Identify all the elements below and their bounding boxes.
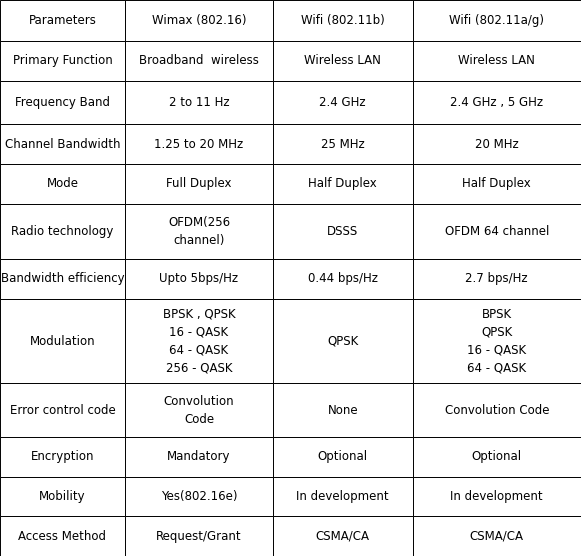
Bar — [125, 259, 273, 299]
Text: Mobility: Mobility — [39, 490, 86, 503]
Bar — [273, 259, 413, 299]
Bar — [125, 41, 273, 81]
Text: Yes(802.16e): Yes(802.16e) — [161, 490, 237, 503]
Bar — [125, 81, 273, 125]
Bar — [273, 476, 413, 517]
Bar — [413, 383, 581, 437]
Text: 25 MHz: 25 MHz — [321, 137, 365, 151]
Bar — [0, 203, 125, 259]
Text: 20 MHz: 20 MHz — [475, 137, 519, 151]
Text: Encryption: Encryption — [31, 450, 94, 463]
Text: DSSS: DSSS — [327, 225, 358, 238]
Text: Optional: Optional — [318, 450, 368, 463]
Text: Primary Function: Primary Function — [13, 54, 112, 67]
Text: Half Duplex: Half Duplex — [462, 177, 531, 190]
Bar — [125, 0, 273, 41]
Bar — [125, 299, 273, 383]
Text: None: None — [328, 404, 358, 416]
Text: Wimax (802.16): Wimax (802.16) — [152, 14, 246, 27]
Bar — [0, 437, 125, 476]
Text: Error control code: Error control code — [9, 404, 116, 416]
Bar — [0, 164, 125, 203]
Bar — [413, 0, 581, 41]
Bar — [413, 437, 581, 476]
Text: Channel Bandwidth: Channel Bandwidth — [5, 137, 120, 151]
Text: CSMA/CA: CSMA/CA — [316, 530, 370, 543]
Text: 2 to 11 Hz: 2 to 11 Hz — [168, 96, 229, 109]
Bar — [125, 476, 273, 517]
Bar — [0, 476, 125, 517]
Bar — [413, 41, 581, 81]
Bar — [0, 125, 125, 164]
Bar — [0, 0, 125, 41]
Bar — [413, 299, 581, 383]
Bar — [0, 517, 125, 556]
Bar — [0, 259, 125, 299]
Bar — [413, 259, 581, 299]
Text: Convolution Code: Convolution Code — [444, 404, 549, 416]
Text: Access Method: Access Method — [19, 530, 106, 543]
Bar — [413, 476, 581, 517]
Bar — [125, 517, 273, 556]
Bar — [125, 383, 273, 437]
Text: 2.7 bps/Hz: 2.7 bps/Hz — [465, 272, 528, 285]
Text: QPSK: QPSK — [327, 335, 358, 348]
Bar — [0, 383, 125, 437]
Bar — [413, 164, 581, 203]
Text: Broadband  wireless: Broadband wireless — [139, 54, 259, 67]
Text: Full Duplex: Full Duplex — [166, 177, 232, 190]
Bar — [273, 437, 413, 476]
Text: BPSK
QPSK
16 - QASK
64 - QASK: BPSK QPSK 16 - QASK 64 - QASK — [467, 307, 526, 375]
Text: In development: In development — [450, 490, 543, 503]
Text: Frequency Band: Frequency Band — [15, 96, 110, 109]
Text: Convolution
Code: Convolution Code — [164, 395, 234, 426]
Bar — [273, 0, 413, 41]
Text: BPSK , QPSK
16 - QASK
64 - QASK
256 - QASK: BPSK , QPSK 16 - QASK 64 - QASK 256 - QA… — [163, 307, 235, 375]
Text: Half Duplex: Half Duplex — [309, 177, 377, 190]
Text: Parameters: Parameters — [28, 14, 96, 27]
Text: Mandatory: Mandatory — [167, 450, 231, 463]
Bar — [273, 517, 413, 556]
Text: Wifi (802.11b): Wifi (802.11b) — [301, 14, 385, 27]
Bar — [0, 299, 125, 383]
Bar — [273, 125, 413, 164]
Bar — [273, 203, 413, 259]
Bar — [273, 81, 413, 125]
Text: 0.44 bps/Hz: 0.44 bps/Hz — [308, 272, 378, 285]
Text: OFDM(256
channel): OFDM(256 channel) — [168, 216, 230, 247]
Text: Wifi (802.11a/g): Wifi (802.11a/g) — [449, 14, 544, 27]
Text: Optional: Optional — [472, 450, 522, 463]
Text: 2.4 GHz: 2.4 GHz — [320, 96, 366, 109]
Bar — [413, 517, 581, 556]
Bar — [273, 383, 413, 437]
Bar — [413, 125, 581, 164]
Text: Request/Grant: Request/Grant — [156, 530, 242, 543]
Text: Bandwidth efficiency: Bandwidth efficiency — [1, 272, 124, 285]
Text: 2.4 GHz , 5 GHz: 2.4 GHz , 5 GHz — [450, 96, 543, 109]
Bar — [125, 125, 273, 164]
Bar — [413, 203, 581, 259]
Text: Radio technology: Radio technology — [11, 225, 114, 238]
Bar — [0, 41, 125, 81]
Bar — [125, 203, 273, 259]
Text: Wireless LAN: Wireless LAN — [304, 54, 381, 67]
Text: CSMA/CA: CSMA/CA — [470, 530, 523, 543]
Text: In development: In development — [296, 490, 389, 503]
Text: OFDM 64 channel: OFDM 64 channel — [444, 225, 549, 238]
Text: Upto 5bps/Hz: Upto 5bps/Hz — [159, 272, 239, 285]
Text: Mode: Mode — [46, 177, 78, 190]
Bar — [0, 81, 125, 125]
Bar — [273, 41, 413, 81]
Bar — [125, 164, 273, 203]
Bar — [413, 81, 581, 125]
Text: Wireless LAN: Wireless LAN — [458, 54, 535, 67]
Text: 1.25 to 20 MHz: 1.25 to 20 MHz — [155, 137, 243, 151]
Bar — [273, 164, 413, 203]
Text: Modulation: Modulation — [30, 335, 95, 348]
Bar — [273, 299, 413, 383]
Bar — [125, 437, 273, 476]
